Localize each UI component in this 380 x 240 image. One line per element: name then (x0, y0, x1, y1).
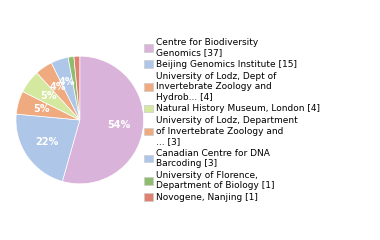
Wedge shape (23, 73, 80, 120)
Legend: Centre for Biodiversity
Genomics [37], Beijing Genomics Institute [15], Universi: Centre for Biodiversity Genomics [37], B… (144, 38, 320, 202)
Text: 4%: 4% (49, 82, 66, 92)
Text: 5%: 5% (33, 104, 50, 114)
Wedge shape (16, 114, 80, 181)
Text: 22%: 22% (35, 137, 59, 147)
Wedge shape (51, 57, 80, 120)
Wedge shape (74, 56, 80, 120)
Wedge shape (16, 91, 80, 120)
Text: 5%: 5% (40, 91, 57, 101)
Text: 54%: 54% (108, 120, 131, 131)
Wedge shape (68, 56, 80, 120)
Text: 4%: 4% (59, 78, 76, 87)
Wedge shape (62, 56, 144, 184)
Wedge shape (37, 63, 80, 120)
